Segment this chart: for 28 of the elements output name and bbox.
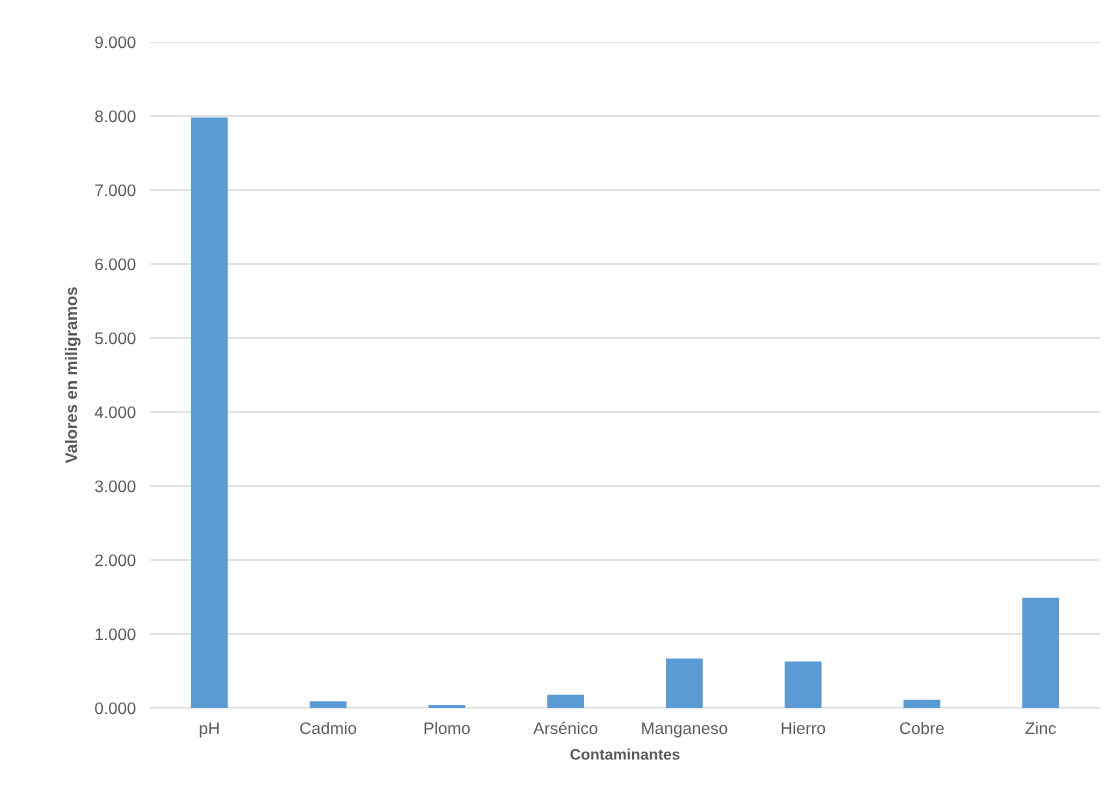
bar xyxy=(903,699,941,708)
y-tick-label: 3.000 xyxy=(95,480,136,493)
x-tick-label: Zinc xyxy=(1025,721,1056,735)
bar xyxy=(1022,597,1060,708)
y-tick-label: 2.000 xyxy=(95,554,136,567)
x-tick-label: Manganeso xyxy=(642,722,728,738)
y-tick-label: 4.000 xyxy=(94,406,136,419)
x-tick-label: Cadmio xyxy=(300,721,357,735)
y-tick-label: 1.000 xyxy=(95,628,136,641)
y-tick-label: 6.000 xyxy=(95,258,136,271)
bar xyxy=(784,661,822,708)
bar xyxy=(309,701,347,708)
x-tick-label: pH xyxy=(199,722,219,738)
bar xyxy=(190,117,228,708)
bar xyxy=(665,658,703,708)
y-axis-title: Valores en miligramos xyxy=(64,287,81,464)
x-tick-label: Hierro xyxy=(781,721,826,735)
y-tick-label: 9.000 xyxy=(95,36,136,49)
y-tick-label: 8.000 xyxy=(95,110,136,123)
x-tick-label: Cobre xyxy=(900,721,944,735)
y-tick-label: 7.000 xyxy=(95,184,136,197)
y-tick-label: 0.000 xyxy=(95,702,136,715)
bar xyxy=(428,705,466,708)
x-tick-label: Arsénico xyxy=(533,721,598,735)
bar xyxy=(547,694,585,708)
x-tick-label: Plomo xyxy=(424,721,470,735)
y-tick-label: 5.000 xyxy=(95,332,136,345)
x-axis-title: Contaminantes xyxy=(570,748,680,760)
